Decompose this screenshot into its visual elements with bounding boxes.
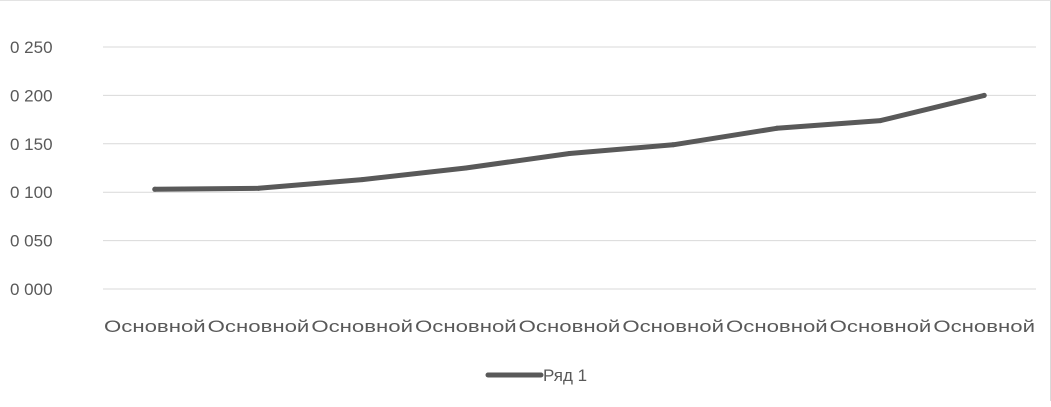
series-line [152, 92, 987, 192]
y-tick-label: 0 250 [10, 38, 53, 57]
x-tick-label: Основной [726, 317, 828, 336]
legend-label: Ряд 1 [543, 366, 587, 385]
data-point [359, 177, 365, 183]
x-axis-labels: Основной Основной Основной Основной Основной… [104, 317, 1035, 336]
y-tick-label: 0 000 [10, 280, 53, 299]
series-layer [152, 92, 987, 192]
x-tick-label: Основной [622, 317, 724, 336]
x-tick-label: Основной [933, 317, 1035, 336]
y-tick-label: 0 100 [10, 183, 53, 202]
data-point [463, 165, 469, 171]
data-point [670, 142, 676, 148]
data-point [567, 150, 572, 156]
legend: Ряд 1 [485, 366, 587, 385]
data-point [152, 186, 158, 192]
data-point [981, 92, 987, 98]
y-tick-label: 0 150 [10, 135, 53, 154]
x-tick-label: Основной [311, 317, 413, 336]
y-tick-label: 0 050 [10, 232, 53, 251]
data-point [774, 125, 780, 131]
x-tick-label: Основной [415, 317, 517, 336]
x-tick-label: Основной [830, 317, 932, 336]
data-point [878, 118, 883, 124]
x-tick-label: Основной [208, 317, 310, 336]
y-axis-labels: 0 000 0 050 0 100 0 150 0 200 0 250 [10, 38, 53, 299]
data-point [256, 185, 261, 191]
y-tick-label: 0 200 [10, 86, 53, 105]
gridlines [103, 46, 1036, 290]
x-tick-label: Основной [519, 317, 621, 336]
x-tick-label: Основной [104, 317, 206, 336]
